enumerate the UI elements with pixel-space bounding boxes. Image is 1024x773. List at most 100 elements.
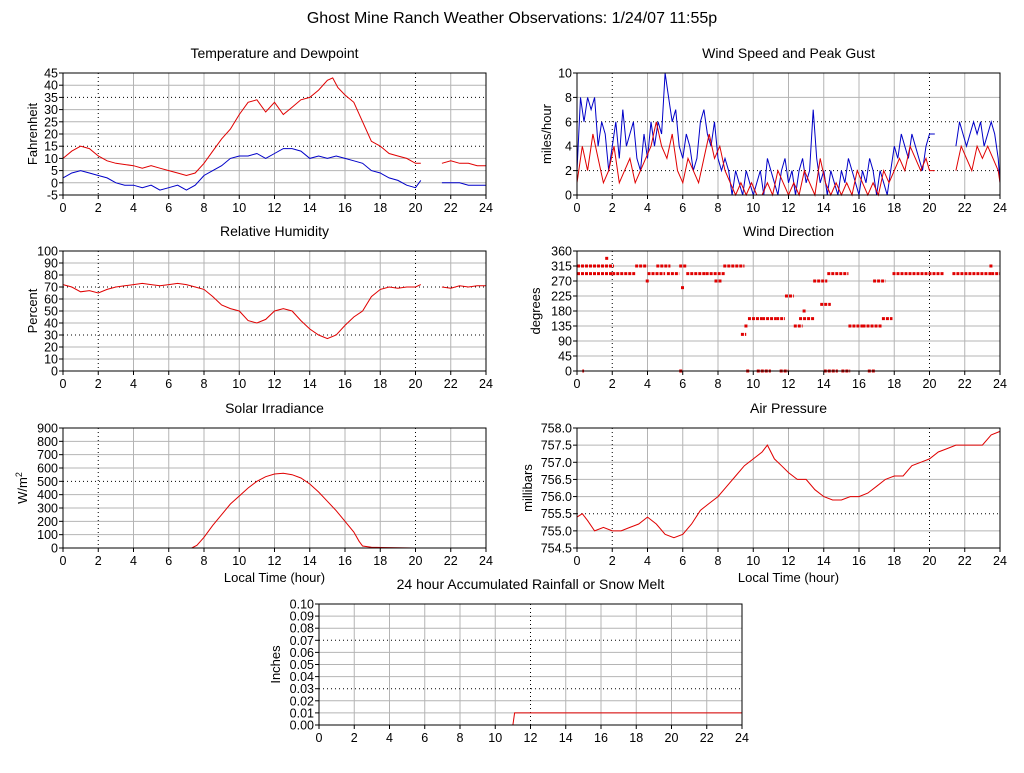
rain-ytick-label: 0.03 [290, 682, 314, 696]
pressure-xtick-label: 2 [609, 554, 616, 568]
temp-xtick-label: 0 [60, 201, 67, 215]
temp-xtick-label: 4 [130, 201, 137, 215]
rh-yaxis-label: Percent [25, 288, 40, 333]
wdir-xtick-label: 16 [852, 377, 866, 391]
pressure-xtick-label: 22 [958, 554, 972, 568]
solar-xtick-label: 0 [60, 554, 67, 568]
wdir-xtick-label: 20 [923, 377, 937, 391]
pressure-ytick-label: 758.0 [541, 422, 572, 436]
pressure-xaxis-label: Local Time (hour) [738, 570, 839, 585]
rain-xtick-label: 24 [735, 731, 749, 745]
wdir-xtick-label: 2 [609, 377, 616, 391]
pressure-yaxis-label: millibars [520, 464, 535, 512]
temp-chart: 0 2 4 6 8 10 12 14 16 18 20 22 24-505101520253035404… [25, 45, 493, 215]
pressure-ytick-label: 757.0 [541, 456, 572, 470]
rh-ytick-label: 0 [51, 365, 58, 379]
wdir-xtick-label: 12 [782, 377, 796, 391]
solar-xtick-label: 2 [95, 554, 102, 568]
pressure-series-0-line [576, 430, 1001, 539]
solar-xtick-label: 4 [130, 554, 137, 568]
wind-xtick-label: 2 [609, 201, 616, 215]
wind-xtick-label: 14 [817, 201, 831, 215]
solar-xtick-label: 24 [479, 554, 493, 568]
temp-ytick-label: 40 [44, 79, 58, 93]
pressure-ytick-label: 756.0 [541, 490, 572, 504]
wind-xtick-label: 6 [679, 201, 686, 215]
wind-xtick-label: 20 [923, 201, 937, 215]
pressure-xtick-label: 12 [782, 554, 796, 568]
solar-xtick-label: 20 [409, 554, 423, 568]
temp-xtick-label: 14 [303, 201, 317, 215]
temp-series-0-line [62, 77, 486, 177]
pressure-ytick-label: 755.0 [541, 524, 572, 538]
rain-xtick-label: 10 [488, 731, 502, 745]
rain-ytick-label: 0.10 [290, 598, 314, 612]
page-title: Ghost Mine Ranch Weather Observations: 1… [307, 10, 717, 27]
pressure-xtick-label: 8 [715, 554, 722, 568]
pressure-xtick-label: 18 [887, 554, 901, 568]
pressure-xtick-label: 14 [817, 554, 831, 568]
rain-ytick-label: 0.01 [290, 706, 314, 720]
solar-chart-title: Solar Irradiance [225, 400, 324, 416]
wind-xtick-label: 10 [746, 201, 760, 215]
solar-yaxis-label: W/m2 [14, 472, 30, 504]
temp-ytick-label: 5 [51, 164, 58, 178]
rain-xtick-label: 8 [457, 731, 464, 745]
rain-ytick-label: 0.04 [290, 670, 314, 684]
rh-xtick-label: 8 [201, 377, 208, 391]
solar-xtick-label: 10 [232, 554, 246, 568]
rain-xtick-label: 2 [351, 731, 358, 745]
temp-ytick-label: 35 [44, 91, 58, 105]
rh-xtick-label: 18 [373, 377, 387, 391]
solar-yaxis-label-sup: 2 [14, 472, 24, 477]
rh-ytick-label: 80 [44, 269, 58, 283]
solar-xaxis-label: Local Time (hour) [224, 570, 325, 585]
rain-ytick-label: 0.07 [290, 634, 314, 648]
rh-ytick-label: 90 [44, 257, 58, 271]
temp-xtick-label: 24 [479, 201, 493, 215]
temp-ytick-label: 10 [44, 152, 58, 166]
wind-yaxis-label: miles/hour [539, 103, 554, 164]
wind-chart-title: Wind Speed and Peak Gust [702, 45, 875, 61]
rh-xtick-label: 16 [338, 377, 352, 391]
rain-ytick-label: 0.09 [290, 610, 314, 624]
wdir-xtick-label: 0 [574, 377, 581, 391]
wdir-ytick-label: 45 [558, 350, 572, 364]
rh-series-0-line [62, 282, 486, 340]
temp-ytick-label: 25 [44, 115, 58, 129]
wind-xtick-label: 12 [782, 201, 796, 215]
rh-xtick-label: 6 [165, 377, 172, 391]
temp-xtick-label: 22 [444, 201, 458, 215]
wind-ytick-label: 6 [565, 115, 572, 129]
rain-ytick-label: 0.05 [290, 658, 314, 672]
pressure-xtick-label: 0 [574, 554, 581, 568]
rh-ytick-label: 20 [44, 341, 58, 355]
wdir-xtick-label: 18 [887, 377, 901, 391]
wdir-ytick-label: 315 [551, 260, 572, 274]
rain-xtick-label: 16 [594, 731, 608, 745]
temp-xtick-label: 20 [409, 201, 423, 215]
rh-xtick-label: 2 [95, 377, 102, 391]
wdir-xtick-label: 6 [679, 377, 686, 391]
wdir-ytick-label: 225 [551, 290, 572, 304]
temp-xtick-label: 2 [95, 201, 102, 215]
wdir-xtick-label: 10 [746, 377, 760, 391]
solar-ytick-label: 0 [51, 542, 58, 556]
temp-ytick-label: 20 [44, 128, 58, 142]
temp-chart-title: Temperature and Dewpoint [190, 45, 358, 61]
wdir-xtick-label: 22 [958, 377, 972, 391]
rh-xtick-label: 24 [479, 377, 493, 391]
rh-ytick-label: 40 [44, 317, 58, 331]
pressure-xtick-label: 6 [679, 554, 686, 568]
rain-yaxis-label: Inches [268, 645, 283, 684]
rh-chart-title: Relative Humidity [220, 223, 329, 239]
rh-ytick-label: 10 [44, 353, 58, 367]
rain-xtick-label: 6 [421, 731, 428, 745]
rain-xtick-label: 18 [629, 731, 643, 745]
wind-xtick-label: 18 [887, 201, 901, 215]
pressure-chart: 0 2 4 6 8 10 12 14 16 18 20 22 24754.5755.0755.5756.… [520, 400, 1007, 585]
rh-ytick-label: 30 [44, 329, 58, 343]
pressure-xtick-label: 10 [746, 554, 760, 568]
pressure-ytick-label: 755.5 [541, 507, 572, 521]
